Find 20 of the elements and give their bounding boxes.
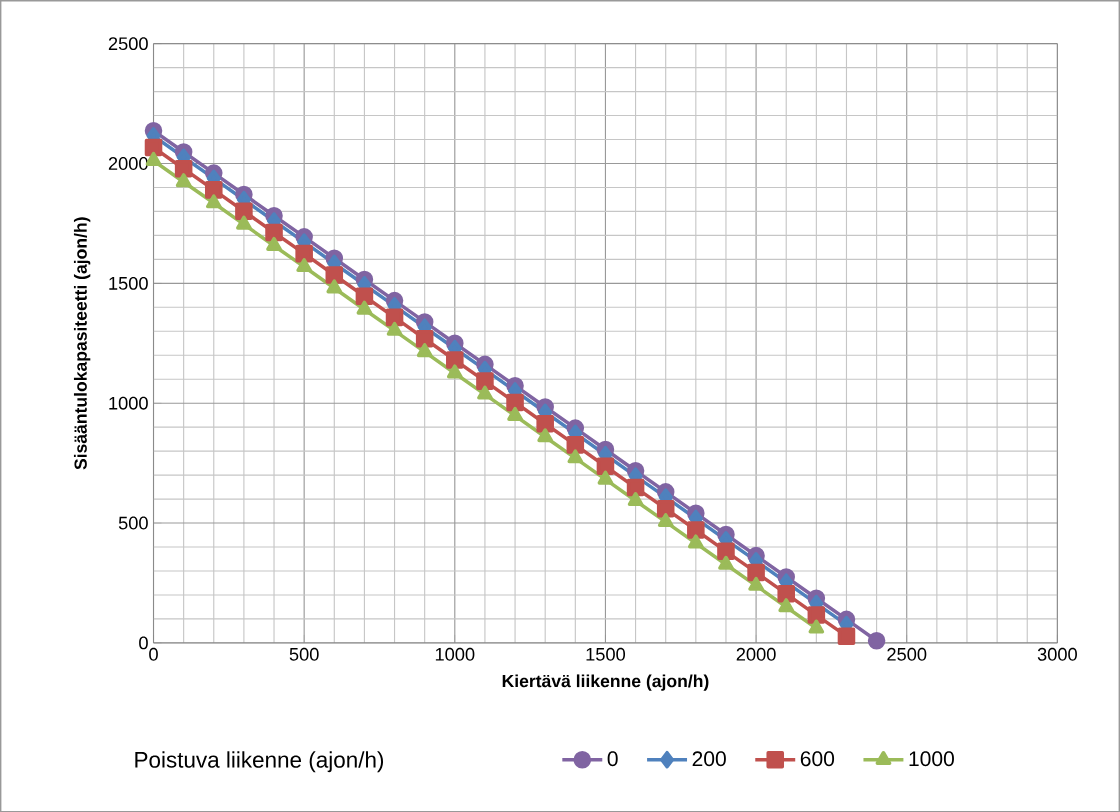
legend-label: 200 — [692, 751, 726, 767]
y-tick-label: 2000 — [108, 156, 148, 170]
y-tick-label: 2500 — [108, 36, 148, 50]
legend-title: Poistuva liikenne (ajon/h) — [135, 751, 384, 773]
x-tick-label: 2500 — [887, 647, 927, 661]
x-tick-label: 1500 — [586, 647, 626, 661]
y-tick-label: 0 — [139, 636, 148, 650]
y-tick-label: 1500 — [109, 276, 148, 290]
legend-label: 1000 — [909, 751, 954, 767]
y-tick-label: 500 — [118, 516, 148, 530]
x-tick-label: 2000 — [736, 647, 776, 661]
y-axis-title: Sisääntulokapasiteetti (ajon/h) — [73, 217, 91, 470]
x-tick-label: 0 — [149, 647, 158, 661]
legend-label: 600 — [800, 751, 835, 767]
legend-label: 0 — [607, 751, 618, 767]
y-tick-label: 1000 — [109, 396, 148, 410]
x-tick-label: 3000 — [1037, 647, 1077, 661]
x-tick-label: 1000 — [435, 647, 475, 661]
x-tick-label: 500 — [289, 647, 319, 661]
x-axis-title: Kiertävä liikenne (ajon/h) — [502, 674, 709, 691]
